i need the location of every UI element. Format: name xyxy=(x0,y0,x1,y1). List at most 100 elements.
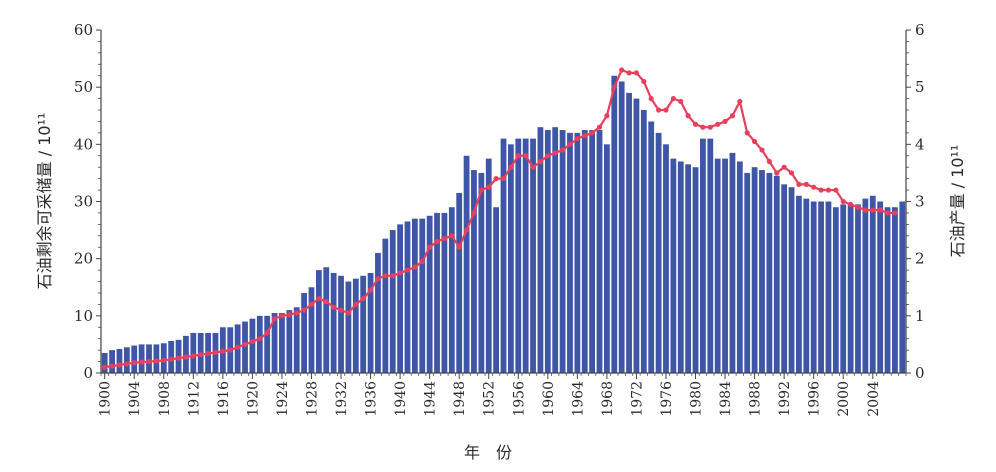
reserve-bar xyxy=(101,352,108,373)
production-point xyxy=(670,96,676,102)
x-tick-label: 1936 xyxy=(364,381,380,417)
x-tick-label: 1952 xyxy=(482,381,498,417)
production-point xyxy=(840,198,846,205)
reserve-bar xyxy=(338,275,344,373)
reserve-bar xyxy=(648,121,655,373)
reserve-bar xyxy=(478,172,485,373)
reserve-bar xyxy=(293,307,300,373)
x-tick-label: 1968 xyxy=(600,381,616,417)
production-point xyxy=(633,70,640,76)
production-point xyxy=(729,113,736,119)
reserve-bar xyxy=(441,212,448,373)
production-point xyxy=(412,264,418,270)
right-y-tick-label: 3 xyxy=(915,193,925,211)
production-point xyxy=(766,158,772,165)
reserve-bar xyxy=(574,132,581,373)
reserve-bar xyxy=(434,212,440,373)
right-y-axis-title: 石油产量 / 10¹¹ xyxy=(948,145,967,258)
reserve-bar xyxy=(559,130,566,373)
production-point xyxy=(397,270,403,276)
production-point xyxy=(124,361,130,367)
x-tick-label: 2004 xyxy=(866,381,882,417)
right-y-tick-label: 2 xyxy=(915,250,925,268)
reserve-bar xyxy=(146,344,152,373)
x-tick-label: 1980 xyxy=(689,381,705,417)
production-point xyxy=(781,164,787,170)
production-point xyxy=(848,201,854,207)
production-point xyxy=(434,238,440,245)
x-tick-label: 1912 xyxy=(186,381,202,417)
right-y-tick-label: 4 xyxy=(915,135,925,153)
production-point xyxy=(552,150,558,156)
bars-layer xyxy=(101,75,906,374)
x-tick-label: 1972 xyxy=(629,381,645,417)
reserve-bar xyxy=(138,344,145,373)
right-y-tick-label: 6 xyxy=(915,21,925,39)
production-point xyxy=(752,138,758,145)
reserve-bar xyxy=(507,144,514,373)
x-tick-label: 1988 xyxy=(748,381,764,417)
x-axis-title: 年 份 xyxy=(464,443,512,462)
x-tick-label: 1900 xyxy=(98,381,114,417)
x-tick-label: 1904 xyxy=(127,381,143,417)
production-point xyxy=(449,233,455,239)
production-point xyxy=(655,107,662,113)
reserve-bar xyxy=(832,207,839,373)
production-point xyxy=(707,124,713,130)
x-tick-label: 2000 xyxy=(836,381,852,417)
production-point xyxy=(139,359,145,365)
production-point xyxy=(737,98,743,105)
production-point xyxy=(345,310,352,316)
production-point xyxy=(161,357,167,364)
reserve-bar xyxy=(847,204,854,373)
reserve-bar xyxy=(131,345,138,373)
production-point xyxy=(360,296,366,302)
reserve-bar xyxy=(330,272,337,373)
production-point xyxy=(870,207,876,213)
reserve-bar xyxy=(352,278,359,373)
reserve-bar xyxy=(663,144,669,373)
reserve-bar xyxy=(803,198,810,373)
production-point xyxy=(404,267,411,273)
x-tick-label: 1960 xyxy=(541,381,557,417)
x-tick-label: 1996 xyxy=(807,381,823,417)
reserve-bar xyxy=(279,312,285,373)
production-point xyxy=(663,107,669,113)
x-tick-label: 1956 xyxy=(511,381,527,417)
reserve-bar xyxy=(426,215,433,373)
reserve-bar xyxy=(766,172,773,373)
production-point xyxy=(825,187,832,193)
production-point xyxy=(471,210,477,216)
x-tick-label: 1984 xyxy=(718,381,734,417)
x-tick-label: 1944 xyxy=(423,381,439,417)
reserve-bar xyxy=(515,138,522,373)
right-y-tick-label: 1 xyxy=(915,307,925,325)
reserve-bar xyxy=(884,207,891,373)
production-point xyxy=(205,350,211,357)
reserve-bar xyxy=(744,172,751,373)
reserve-bar xyxy=(825,201,832,373)
production-point xyxy=(441,236,448,242)
x-tick-label: 1948 xyxy=(452,381,468,417)
production-point xyxy=(523,153,529,159)
reserve-bar xyxy=(360,275,367,373)
reserve-bar xyxy=(796,195,802,373)
reserve-bar xyxy=(404,221,411,373)
reserve-bar xyxy=(249,318,256,373)
left-y-tick-label: 30 xyxy=(74,193,93,211)
reserve-bar xyxy=(382,238,389,373)
production-point xyxy=(190,353,196,359)
x-tick-label: 1992 xyxy=(777,381,793,417)
production-point xyxy=(692,121,699,127)
x-tick-label: 1932 xyxy=(334,381,350,417)
reserve-bar xyxy=(123,347,130,373)
reserve-bar xyxy=(190,332,197,373)
production-point xyxy=(892,210,898,216)
left-y-tick-label: 60 xyxy=(74,21,93,39)
reserve-bar xyxy=(759,170,765,373)
production-point xyxy=(220,348,226,354)
production-point xyxy=(811,184,817,190)
production-point xyxy=(375,276,381,282)
production-point xyxy=(286,312,292,318)
reserve-bar xyxy=(264,315,271,373)
